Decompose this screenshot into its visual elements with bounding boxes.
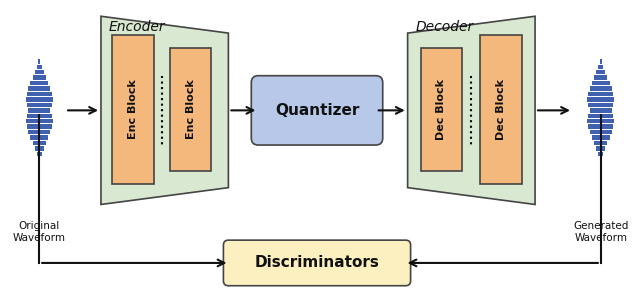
Bar: [37, 65, 42, 69]
FancyBboxPatch shape: [420, 48, 462, 171]
Bar: [38, 59, 40, 64]
Bar: [598, 65, 603, 69]
Bar: [33, 141, 46, 145]
Text: Quantizer: Quantizer: [275, 103, 359, 118]
Text: Original
Waveform: Original Waveform: [13, 221, 66, 243]
FancyBboxPatch shape: [170, 48, 211, 171]
FancyBboxPatch shape: [112, 35, 154, 184]
Bar: [35, 146, 44, 151]
Bar: [594, 141, 607, 145]
Bar: [28, 86, 50, 91]
Bar: [588, 124, 613, 129]
Bar: [596, 70, 605, 74]
Bar: [33, 75, 46, 80]
Bar: [38, 157, 40, 162]
Text: Dec Block: Dec Block: [436, 79, 447, 140]
Bar: [35, 70, 44, 74]
Text: Dec Block: Dec Block: [496, 79, 506, 140]
Bar: [30, 81, 48, 85]
Text: Enc Block: Enc Block: [128, 80, 138, 139]
Bar: [596, 146, 605, 151]
Bar: [27, 103, 52, 107]
Bar: [27, 92, 52, 96]
FancyBboxPatch shape: [223, 240, 411, 286]
FancyBboxPatch shape: [252, 76, 383, 145]
Bar: [26, 97, 52, 102]
Bar: [600, 157, 602, 162]
Bar: [588, 92, 613, 96]
Bar: [26, 119, 52, 123]
Bar: [594, 75, 607, 80]
Text: Encoder: Encoder: [109, 20, 166, 34]
Bar: [28, 130, 50, 134]
Bar: [27, 124, 52, 129]
Bar: [588, 97, 614, 102]
Bar: [588, 119, 614, 123]
Bar: [37, 152, 42, 156]
Bar: [27, 114, 52, 118]
Bar: [590, 108, 612, 113]
FancyBboxPatch shape: [480, 35, 522, 184]
Bar: [598, 152, 603, 156]
Bar: [590, 130, 612, 134]
Text: Enc Block: Enc Block: [186, 80, 196, 139]
Bar: [30, 135, 48, 140]
Polygon shape: [101, 16, 228, 205]
Text: Discriminators: Discriminators: [255, 255, 380, 270]
Bar: [592, 135, 610, 140]
Text: Generated
Waveform: Generated Waveform: [573, 221, 628, 243]
Bar: [600, 59, 602, 64]
Polygon shape: [408, 16, 535, 205]
Bar: [588, 103, 613, 107]
Text: Decoder: Decoder: [415, 20, 474, 34]
Bar: [592, 81, 610, 85]
Bar: [590, 86, 612, 91]
Bar: [28, 108, 50, 113]
Bar: [588, 114, 613, 118]
